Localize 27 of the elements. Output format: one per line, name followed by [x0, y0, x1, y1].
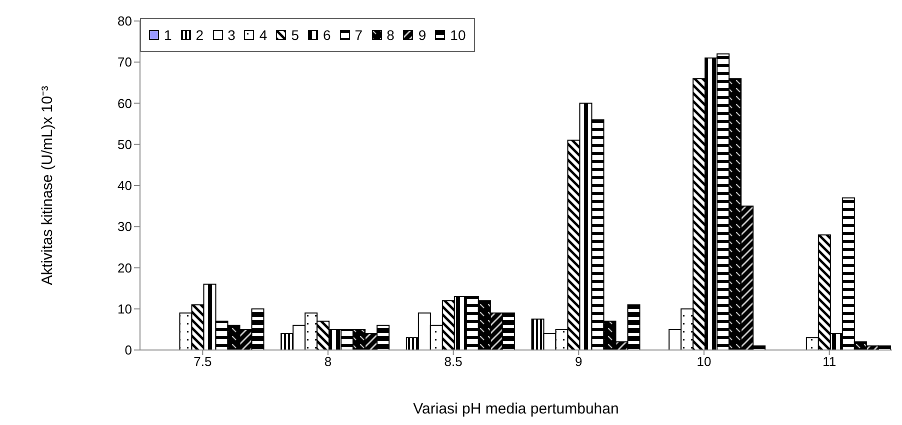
y-tick-label: 70 [118, 54, 132, 70]
legend-label: 7 [354, 27, 363, 43]
y-axis-title: Aktivitas kitinase (U/mL)x 10⁻³ [39, 86, 56, 286]
y-tick-label: 80 [118, 14, 132, 29]
y-tick-label: 30 [118, 219, 132, 234]
legend-label: 2 [194, 27, 204, 43]
y-tick-label: 40 [118, 178, 132, 194]
y-tick-label: 50 [118, 136, 132, 152]
legend-label: 1 [163, 27, 172, 43]
x-tick-label: 8.5 [444, 354, 462, 370]
y-tick-label: 60 [118, 96, 132, 111]
x-axis-title: Variasi pH media pertumbuhan [413, 400, 619, 418]
x-tick-label: 10 [696, 354, 712, 370]
x-tick-label: 7.5 [194, 354, 212, 370]
y-tick-label: 10 [118, 301, 132, 316]
legend-label: 5 [290, 27, 299, 43]
x-tick-label: 8 [324, 354, 332, 370]
x-tick-label: 11 [822, 354, 836, 370]
y-tick-label: 20 [118, 260, 132, 276]
legend-label: 9 [417, 27, 426, 43]
legend-label: 3 [226, 27, 236, 43]
x-tick-label: 9 [575, 354, 582, 370]
legend-label: 4 [258, 27, 268, 43]
legend-label: 8 [386, 27, 394, 43]
y-tick-label: 0 [124, 342, 132, 358]
legend-label: 6 [322, 27, 331, 43]
legend-label: 10 [449, 27, 466, 43]
